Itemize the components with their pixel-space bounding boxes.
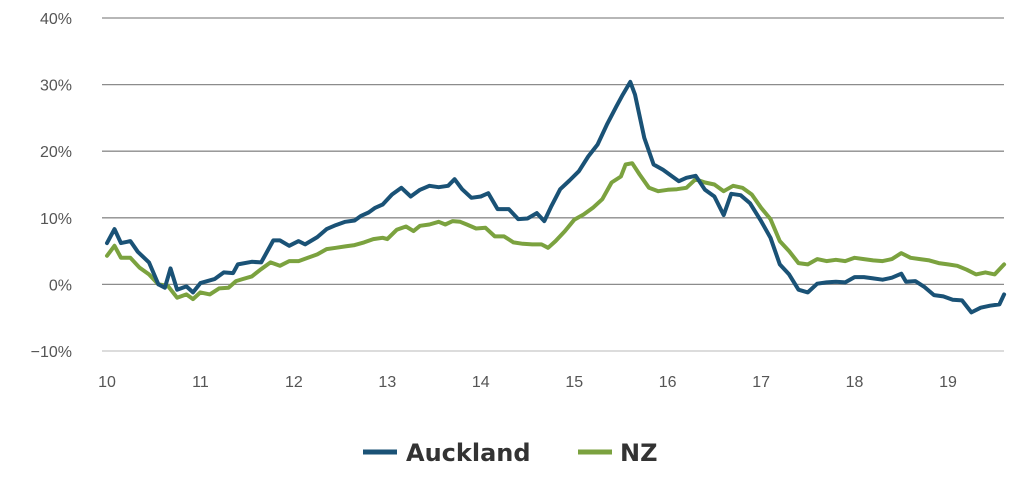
x-tick-label: 11: [192, 374, 209, 391]
x-tick-label: 10: [98, 374, 116, 391]
x-tick-label: 17: [752, 374, 770, 391]
y-tick-label: 20%: [40, 144, 72, 161]
legend-label-nz: NZ: [620, 439, 658, 467]
y-tick-label: 10%: [40, 211, 72, 228]
x-tick-label: 16: [659, 374, 677, 391]
legend-item-auckland: Auckland: [363, 439, 531, 467]
x-axis-tick-labels: 10 11 12 13 14 15 16 17 18 19: [98, 374, 957, 391]
x-tick-label: 12: [285, 374, 303, 391]
x-tick-label: 13: [378, 374, 396, 391]
gridlines: [102, 17, 1004, 352]
x-tick-label: 15: [565, 374, 583, 391]
x-tick-label: 18: [846, 374, 864, 391]
y-tick-label: 30%: [40, 78, 72, 95]
legend: Auckland NZ: [363, 439, 658, 467]
x-tick-label: 19: [939, 374, 957, 391]
x-tick-label: 14: [472, 374, 490, 391]
series-line-nz: [105, 161, 1007, 302]
legend-item-nz: NZ: [578, 439, 658, 467]
y-axis-tick-labels: −10% 0% 10% 20% 30% 40%: [31, 11, 72, 361]
y-tick-label: 0%: [49, 277, 72, 294]
series-line-auckland: [105, 79, 1007, 315]
legend-label-auckland: Auckland: [406, 439, 531, 467]
y-tick-label: −10%: [31, 344, 72, 361]
series-lines: [105, 79, 1007, 315]
y-tick-label: 40%: [40, 11, 72, 28]
